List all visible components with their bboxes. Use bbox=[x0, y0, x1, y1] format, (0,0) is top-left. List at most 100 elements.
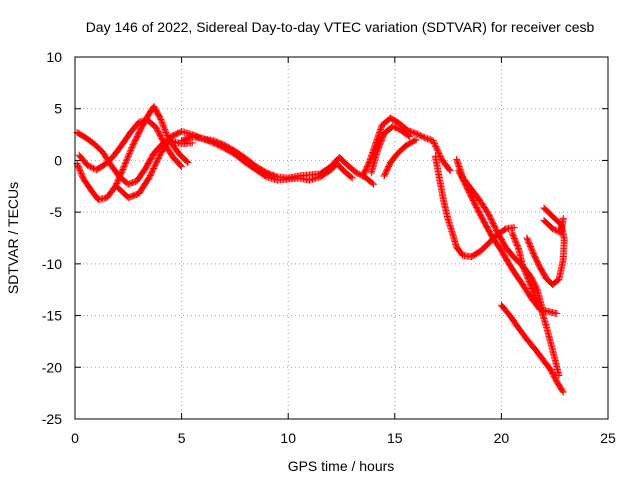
data-point bbox=[406, 127, 414, 135]
data-point bbox=[160, 124, 168, 132]
data-point bbox=[119, 164, 127, 172]
data-point bbox=[510, 224, 518, 232]
data-point bbox=[121, 161, 129, 169]
data-point bbox=[124, 180, 132, 188]
data-point bbox=[411, 129, 419, 137]
data-point bbox=[416, 132, 424, 140]
data-point bbox=[126, 180, 134, 188]
data-point bbox=[122, 157, 130, 165]
data-point bbox=[408, 128, 416, 136]
data-point bbox=[148, 167, 156, 175]
chart-title: Day 146 of 2022, Sidereal Day-to-day VTE… bbox=[86, 19, 595, 35]
data-point bbox=[129, 179, 137, 187]
x-tick-label: 15 bbox=[387, 430, 403, 446]
series-arc11 bbox=[455, 167, 561, 318]
series-arc6 bbox=[359, 114, 454, 180]
data-point bbox=[393, 124, 401, 132]
data-point bbox=[446, 167, 454, 175]
data-point bbox=[84, 162, 92, 170]
x-tick-label: 0 bbox=[71, 430, 79, 446]
data-point bbox=[532, 293, 540, 301]
data-point bbox=[419, 133, 427, 141]
data-point bbox=[154, 156, 162, 164]
data-point bbox=[392, 124, 400, 132]
series-arc7 bbox=[367, 122, 414, 177]
data-point bbox=[87, 163, 95, 171]
data-point bbox=[348, 174, 356, 182]
data-point bbox=[147, 170, 155, 178]
data-point bbox=[415, 131, 423, 139]
x-tick-label: 5 bbox=[178, 430, 186, 446]
x-tick-label: 20 bbox=[494, 430, 510, 446]
data-point bbox=[434, 148, 442, 156]
data-point bbox=[514, 243, 522, 251]
data-point bbox=[414, 130, 422, 138]
data-point bbox=[541, 205, 549, 213]
tick-labels: 0 5 10 15 20 25 -25 -20 -15 -10 -5 0 5 10 bbox=[42, 49, 616, 446]
data-point bbox=[431, 141, 439, 149]
data-point bbox=[159, 120, 167, 128]
series-arc8 bbox=[380, 136, 420, 180]
x-axis-label: GPS time / hours bbox=[288, 458, 395, 474]
data-point bbox=[146, 172, 154, 180]
data-point bbox=[151, 162, 159, 170]
data-point bbox=[368, 179, 376, 187]
series-arc3 bbox=[75, 116, 186, 174]
data-point bbox=[430, 138, 438, 146]
data-point bbox=[553, 310, 561, 318]
data-point bbox=[154, 154, 162, 162]
data-point bbox=[533, 297, 541, 305]
data-point bbox=[536, 303, 544, 311]
data-point bbox=[127, 179, 135, 187]
y-axis-label: SDTVAR / TECUs bbox=[5, 182, 21, 294]
data-point bbox=[160, 123, 168, 131]
data-point bbox=[162, 129, 170, 137]
data-point bbox=[369, 180, 377, 188]
data-point bbox=[88, 164, 96, 172]
data-point bbox=[152, 159, 160, 167]
series-arc5 bbox=[178, 133, 356, 184]
data-point bbox=[535, 300, 543, 308]
data-point bbox=[411, 137, 419, 145]
data-point bbox=[125, 151, 133, 159]
data-point bbox=[150, 163, 158, 171]
data-point bbox=[412, 130, 420, 138]
data-point bbox=[347, 173, 355, 181]
data-point bbox=[537, 306, 545, 314]
data-point bbox=[85, 162, 93, 170]
y-tick-label: 10 bbox=[46, 49, 62, 65]
data-point bbox=[540, 204, 548, 212]
data-point bbox=[421, 134, 429, 142]
data-point bbox=[533, 296, 541, 304]
data-point bbox=[405, 132, 413, 140]
data-point bbox=[405, 127, 413, 135]
data-point bbox=[126, 149, 134, 157]
data-point bbox=[124, 154, 132, 162]
data-point bbox=[122, 158, 130, 166]
data-point bbox=[156, 114, 164, 122]
data-point bbox=[394, 125, 402, 133]
data-point bbox=[390, 123, 398, 131]
data-point bbox=[157, 115, 165, 123]
data-point bbox=[425, 135, 433, 143]
data-point bbox=[158, 118, 166, 126]
data-point bbox=[183, 157, 191, 165]
data-point bbox=[178, 163, 186, 171]
data-point bbox=[534, 299, 542, 307]
data-point bbox=[177, 161, 185, 169]
data-point bbox=[127, 145, 135, 153]
series-arc13 bbox=[508, 229, 563, 380]
y-tick-label: 5 bbox=[54, 101, 62, 117]
data-point bbox=[148, 169, 156, 177]
data-point bbox=[531, 292, 539, 300]
data-markers bbox=[73, 103, 568, 396]
data-point bbox=[553, 227, 561, 235]
data-point bbox=[389, 122, 397, 130]
data-point bbox=[430, 140, 438, 148]
data-point bbox=[126, 148, 134, 156]
x-tick-label: 25 bbox=[600, 430, 616, 446]
series-arc2 bbox=[73, 103, 192, 204]
data-point bbox=[412, 136, 420, 144]
data-point bbox=[155, 153, 163, 161]
data-point bbox=[352, 169, 360, 177]
